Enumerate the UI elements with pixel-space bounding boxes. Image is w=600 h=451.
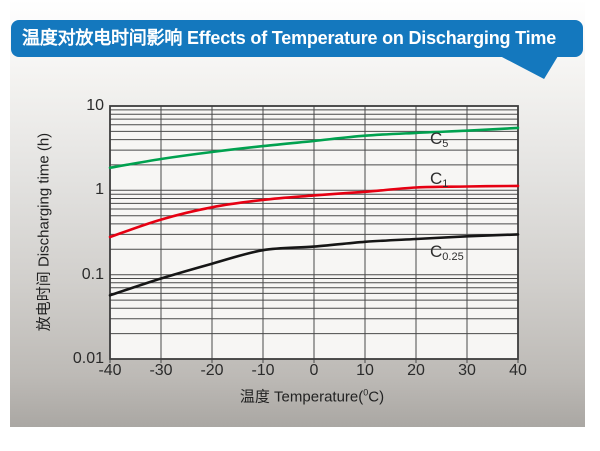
- curve-label-c1: C1: [430, 169, 449, 190]
- x-tick-label: -40: [98, 362, 122, 379]
- y-axis-title: 放电时间 Discharging time (h): [35, 132, 53, 332]
- title-banner: 温度对放电时间影响 Effects of Temperature on Disc…: [11, 20, 583, 57]
- x-axis-title: 温度 Temperature(0C): [239, 387, 385, 406]
- y-tick-label: 10: [86, 97, 104, 114]
- curve-label-c0.25: C0.25: [430, 242, 464, 263]
- y-tick-label: 0.01: [72, 350, 104, 367]
- page-title: 温度对放电时间影响 Effects of Temperature on Disc…: [22, 28, 557, 48]
- x-tick-label: -30: [149, 362, 173, 379]
- x-tick-label: -20: [200, 362, 224, 379]
- y-tick-label: 1: [95, 181, 104, 198]
- y-tick-label: 0.1: [81, 266, 104, 283]
- x-tick-label: 40: [509, 362, 527, 379]
- x-tick-label: 0: [309, 362, 319, 379]
- curve-label-c5: C5: [430, 129, 449, 150]
- x-tick-label: -10: [251, 362, 275, 379]
- x-tick-label: 20: [407, 362, 425, 379]
- x-tick-label: 30: [458, 362, 476, 379]
- x-tick-label: 10: [356, 362, 374, 379]
